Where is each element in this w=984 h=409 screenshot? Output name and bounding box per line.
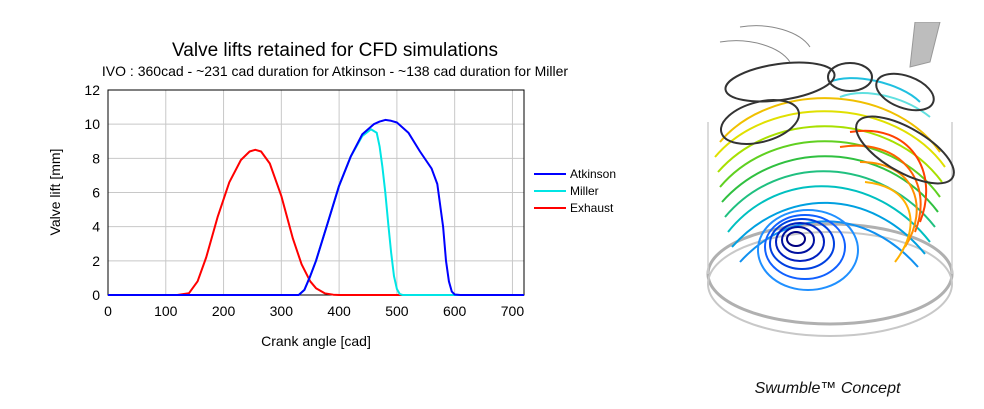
series-line-exhaust xyxy=(108,148,524,296)
series-lines xyxy=(108,118,524,296)
series-line-miller xyxy=(108,128,524,296)
x-axis-ticks: 0 100 200 300 400 500 600 700 xyxy=(104,303,524,319)
vortex-core xyxy=(757,209,859,291)
x-tick-label: 200 xyxy=(212,303,236,319)
x-tick-label: 700 xyxy=(501,303,525,319)
figure-caption: Swumble™ Concept xyxy=(754,380,901,397)
cylinder-base-ring xyxy=(707,231,953,337)
y-tick-label: 4 xyxy=(92,219,100,235)
y-tick-label: 6 xyxy=(92,185,100,201)
chart-title: Valve lifts retained for CFD simulations xyxy=(172,40,498,61)
legend-label: Atkinson xyxy=(570,167,616,181)
y-tick-label: 10 xyxy=(84,116,100,132)
cylinder-walls xyxy=(707,122,953,274)
x-tick-label: 100 xyxy=(154,303,178,319)
grid xyxy=(107,89,524,296)
chart-subtitle: IVO : 360cad - ~231 cad duration for Atk… xyxy=(102,63,568,79)
swumble-streamline-image xyxy=(706,22,955,337)
valves xyxy=(720,61,955,185)
legend-label: Exhaust xyxy=(570,201,614,215)
y-tick-label: 0 xyxy=(92,287,100,303)
y-axis-ticks: 0 2 4 6 8 10 12 xyxy=(84,82,100,303)
legend: Atkinson Miller Exhaust xyxy=(534,167,616,215)
x-tick-label: 400 xyxy=(327,303,351,319)
series-line-atkinson xyxy=(108,118,524,296)
y-tick-label: 2 xyxy=(92,253,100,269)
x-tick-label: 300 xyxy=(270,303,294,319)
y-tick-label: 12 xyxy=(84,82,100,98)
plot-frame xyxy=(107,89,525,296)
valve-lift-chart: Valve lifts retained for CFD simulations… xyxy=(47,40,616,349)
y-axis-label: Valve lift [mm] xyxy=(47,149,63,236)
x-tick-label: 600 xyxy=(443,303,467,319)
x-tick-label: 0 xyxy=(104,303,112,319)
intake-port xyxy=(909,22,941,68)
legend-label: Miller xyxy=(570,184,599,198)
x-axis-label: Crank angle [cad] xyxy=(261,333,371,349)
x-tick-label: 500 xyxy=(385,303,409,319)
streamlines xyxy=(714,77,946,268)
y-tick-label: 8 xyxy=(92,150,100,166)
port-lines xyxy=(719,25,811,63)
cylinder-bottom-ring xyxy=(706,222,954,326)
